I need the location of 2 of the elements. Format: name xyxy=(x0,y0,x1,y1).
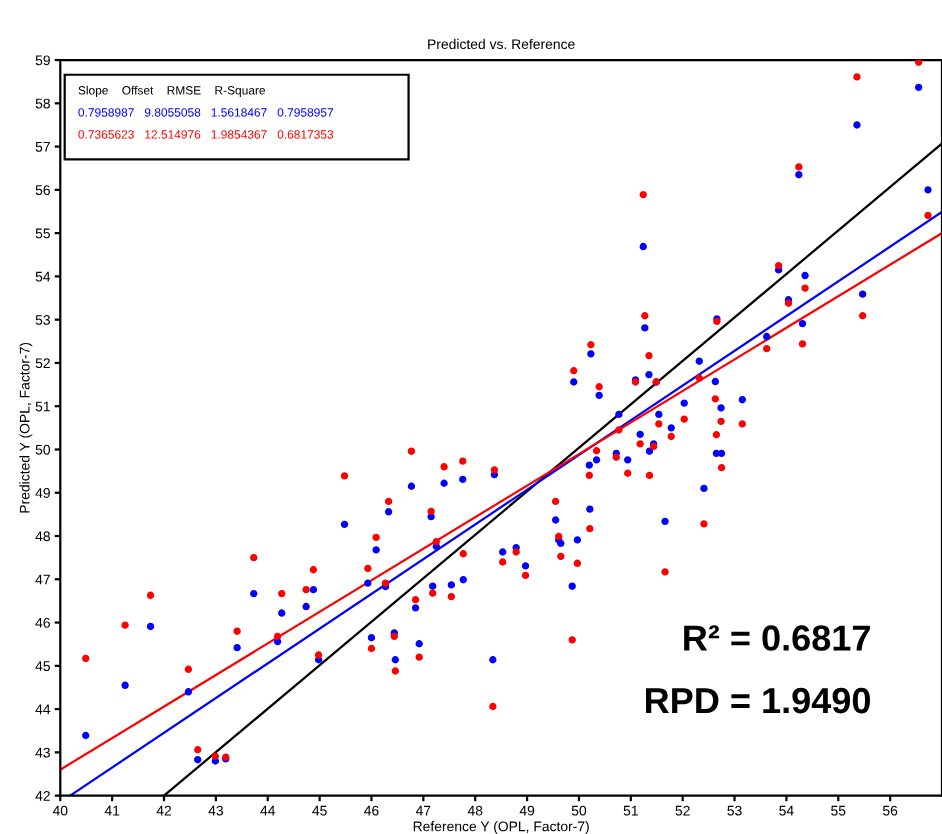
annotation: RPD = 1.9490 xyxy=(646,687,870,714)
annotation: R² = 0.6817 xyxy=(684,625,870,651)
